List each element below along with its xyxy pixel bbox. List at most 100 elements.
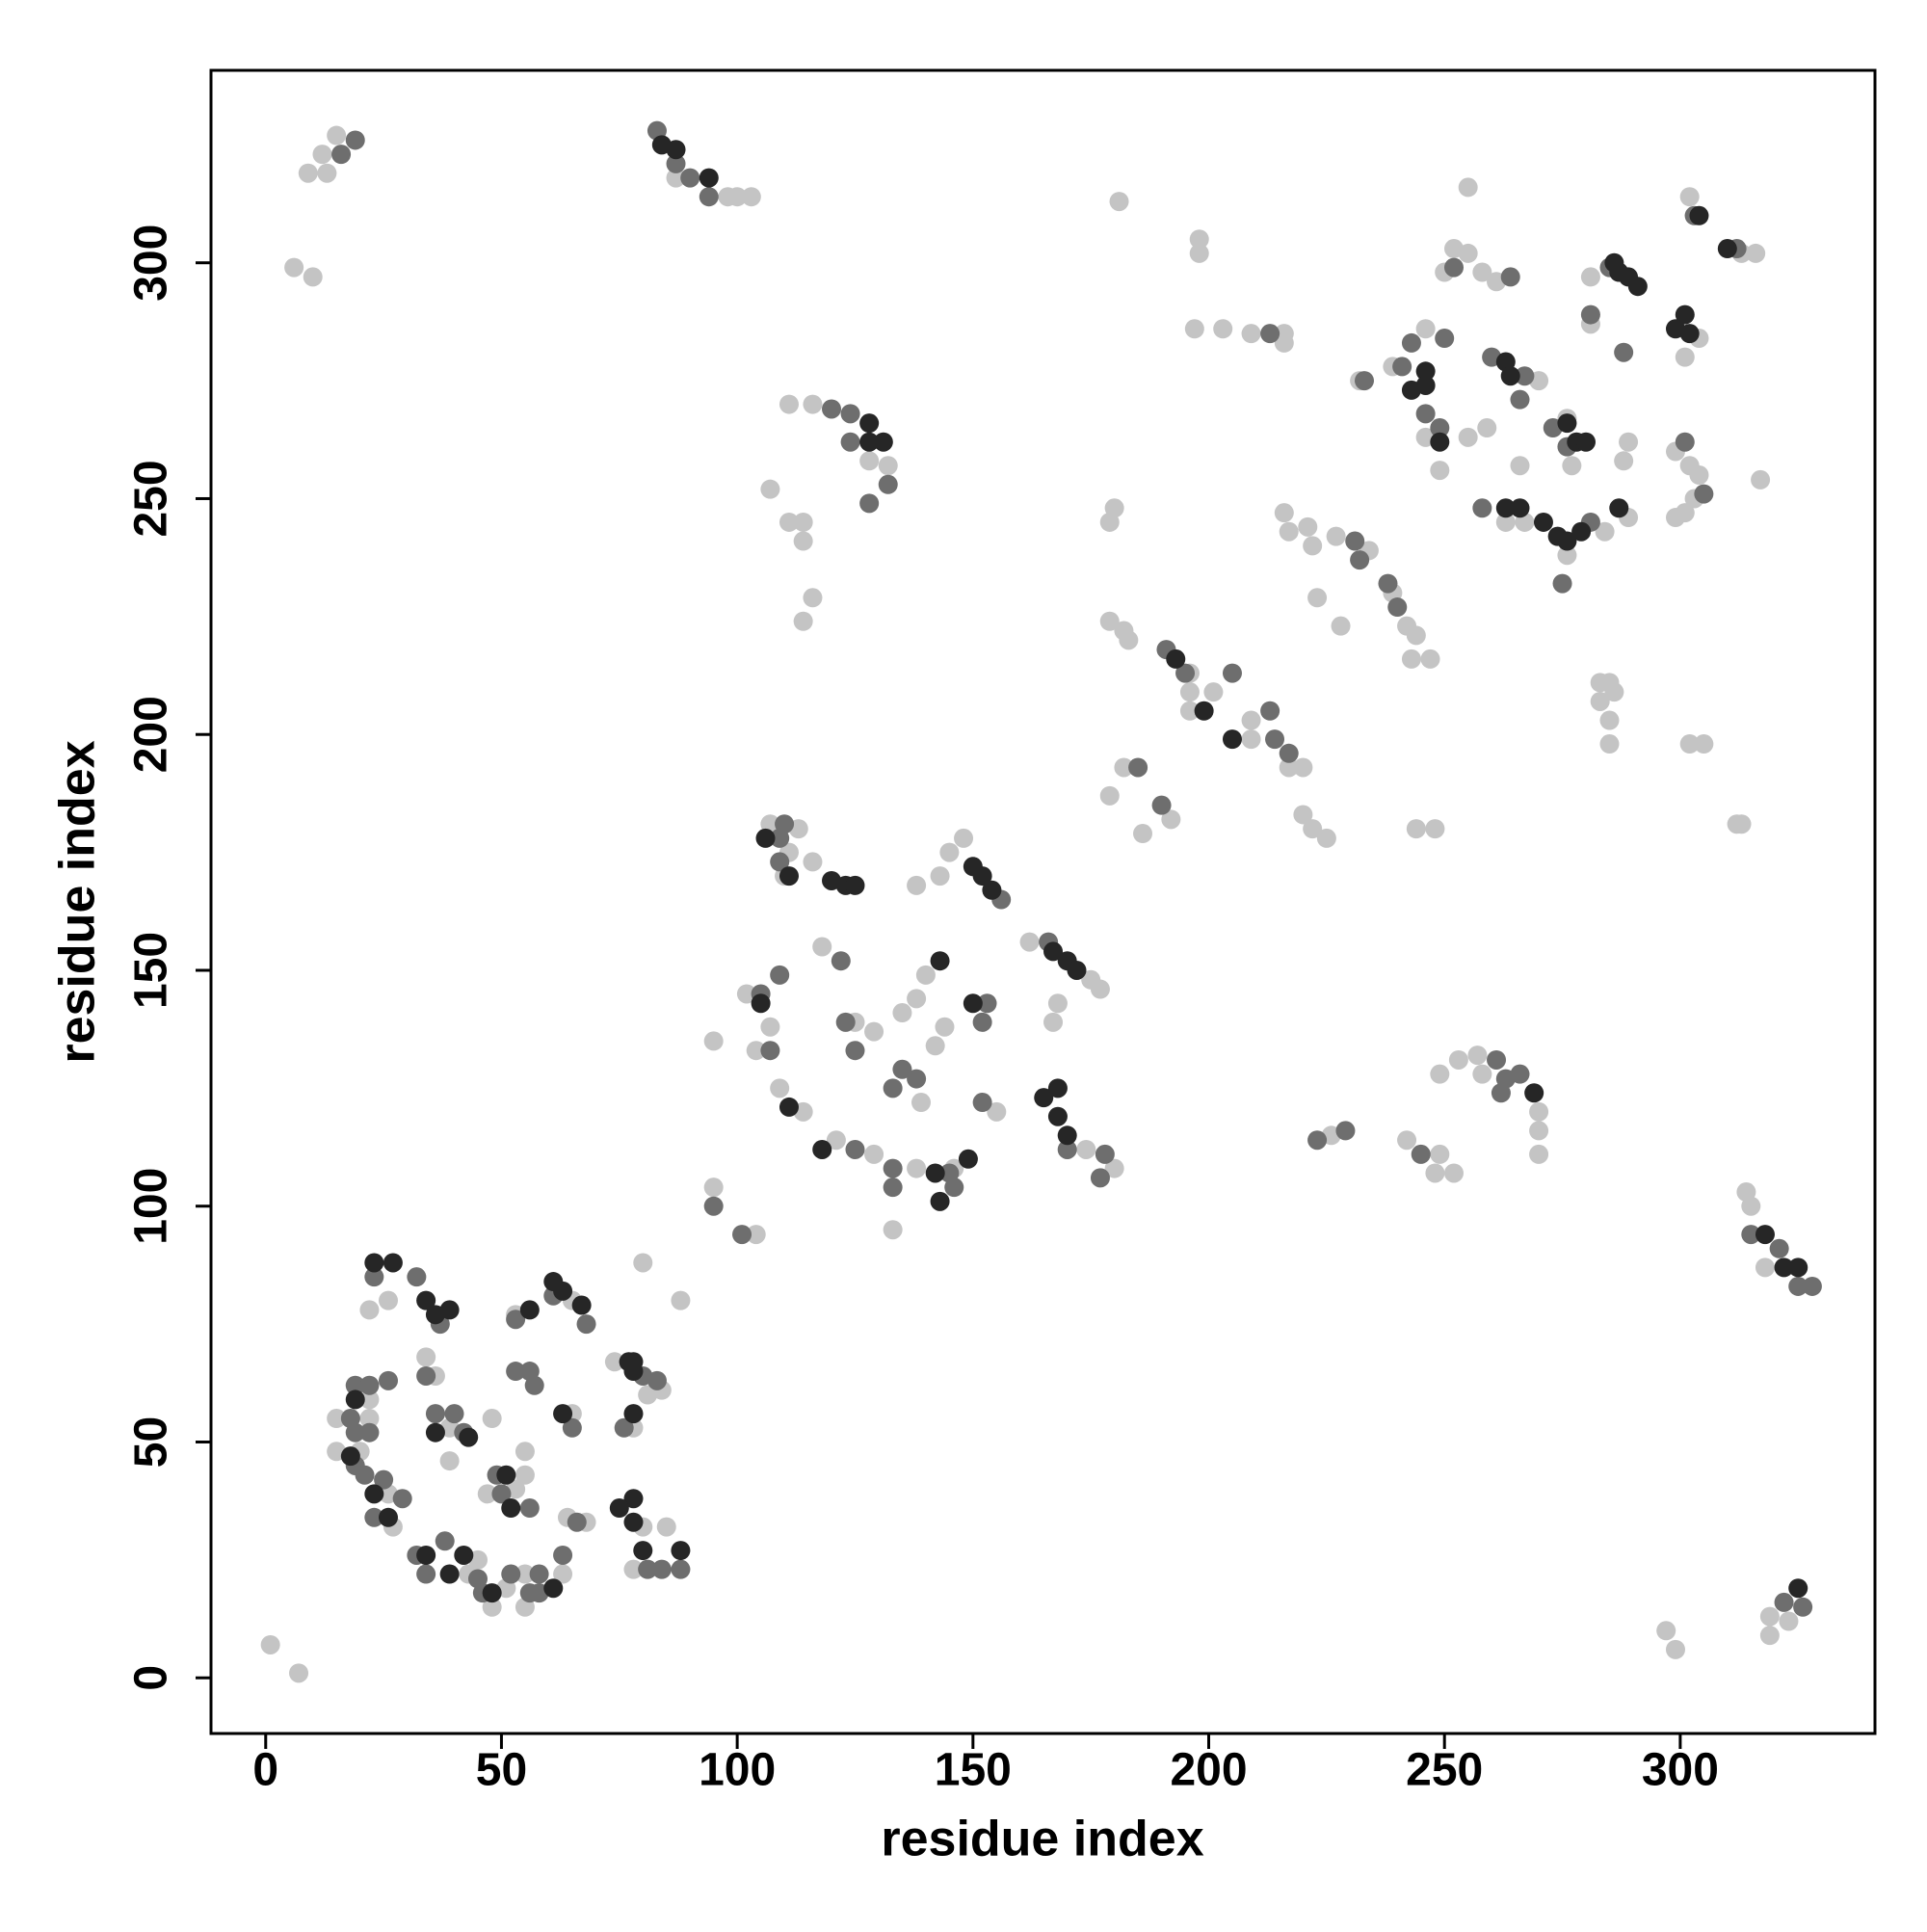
point [1430, 1064, 1450, 1084]
point [1576, 432, 1597, 452]
point [892, 1059, 912, 1079]
point [1043, 941, 1064, 962]
x-tick-label: 50 [476, 1745, 527, 1796]
point [327, 1409, 347, 1429]
point [1656, 1621, 1676, 1641]
point [1303, 819, 1323, 839]
point [703, 1196, 724, 1216]
point [1487, 1049, 1507, 1070]
point [1034, 1088, 1054, 1108]
point [930, 1191, 950, 1211]
point [878, 456, 898, 476]
point [741, 187, 761, 207]
point [883, 1178, 903, 1198]
point [1755, 1225, 1775, 1245]
point [1303, 536, 1323, 556]
point [746, 1225, 766, 1245]
point [1179, 682, 1200, 702]
point [1529, 1121, 1549, 1141]
point [1675, 347, 1695, 367]
point [760, 1041, 780, 1061]
x-tick-label: 0 [252, 1745, 278, 1796]
point [935, 1017, 955, 1037]
point [1689, 464, 1709, 485]
point [1194, 701, 1214, 721]
point [1472, 1064, 1492, 1084]
point [491, 1484, 512, 1504]
point [425, 1404, 445, 1424]
point [803, 394, 823, 414]
point [289, 1663, 309, 1683]
point [1665, 1639, 1685, 1659]
x-tick-label: 150 [935, 1745, 1012, 1796]
point [1335, 1121, 1356, 1141]
point [1279, 521, 1299, 542]
point [1580, 304, 1600, 325]
point [1510, 498, 1530, 518]
point [1420, 648, 1440, 669]
point [1161, 809, 1181, 830]
point [1114, 757, 1134, 778]
point [529, 1564, 549, 1584]
point [907, 1069, 927, 1089]
point [1627, 277, 1648, 297]
point [1665, 508, 1685, 528]
point [1472, 262, 1492, 282]
point [260, 1634, 280, 1654]
point [407, 1267, 427, 1287]
point [1477, 418, 1497, 438]
point [364, 1253, 384, 1273]
point [883, 1220, 903, 1240]
point [416, 1365, 436, 1386]
point [699, 168, 719, 188]
point [1316, 828, 1336, 848]
point [482, 1597, 502, 1617]
point [770, 965, 790, 985]
point [1057, 1139, 1077, 1159]
point [345, 130, 365, 150]
point [1378, 573, 1398, 594]
point [1411, 1144, 1431, 1164]
point [576, 1314, 596, 1335]
point [666, 168, 686, 188]
point [803, 852, 823, 872]
point [1694, 484, 1714, 504]
point [298, 163, 318, 183]
point [1307, 588, 1328, 608]
point [1443, 257, 1464, 278]
point [864, 1021, 884, 1042]
point [1345, 531, 1365, 551]
point [1500, 267, 1520, 287]
point [770, 1078, 790, 1098]
point [1425, 1163, 1445, 1183]
point [770, 852, 790, 872]
point [459, 1427, 479, 1447]
plot-frame [209, 68, 1877, 1735]
y-tick-label: 50 [126, 1416, 177, 1468]
point [1203, 682, 1224, 702]
point [1415, 319, 1436, 339]
y-tick-label: 250 [126, 460, 177, 537]
point [1099, 785, 1120, 806]
point [562, 1417, 582, 1438]
point [1590, 691, 1610, 711]
point [1562, 456, 1582, 476]
point [671, 1559, 691, 1579]
point [840, 404, 860, 424]
point [439, 1300, 460, 1320]
point [925, 1163, 945, 1183]
point [1397, 1130, 1417, 1151]
point [1222, 729, 1242, 750]
point [519, 1498, 540, 1519]
point [364, 1484, 384, 1504]
point [1731, 814, 1752, 834]
point [1500, 366, 1520, 386]
point [1694, 734, 1714, 754]
point [340, 1446, 360, 1467]
point [699, 187, 719, 207]
point [873, 432, 893, 452]
point [1241, 729, 1261, 750]
point [1619, 432, 1639, 452]
point [1401, 648, 1421, 669]
y-tick-label: 300 [126, 225, 177, 302]
